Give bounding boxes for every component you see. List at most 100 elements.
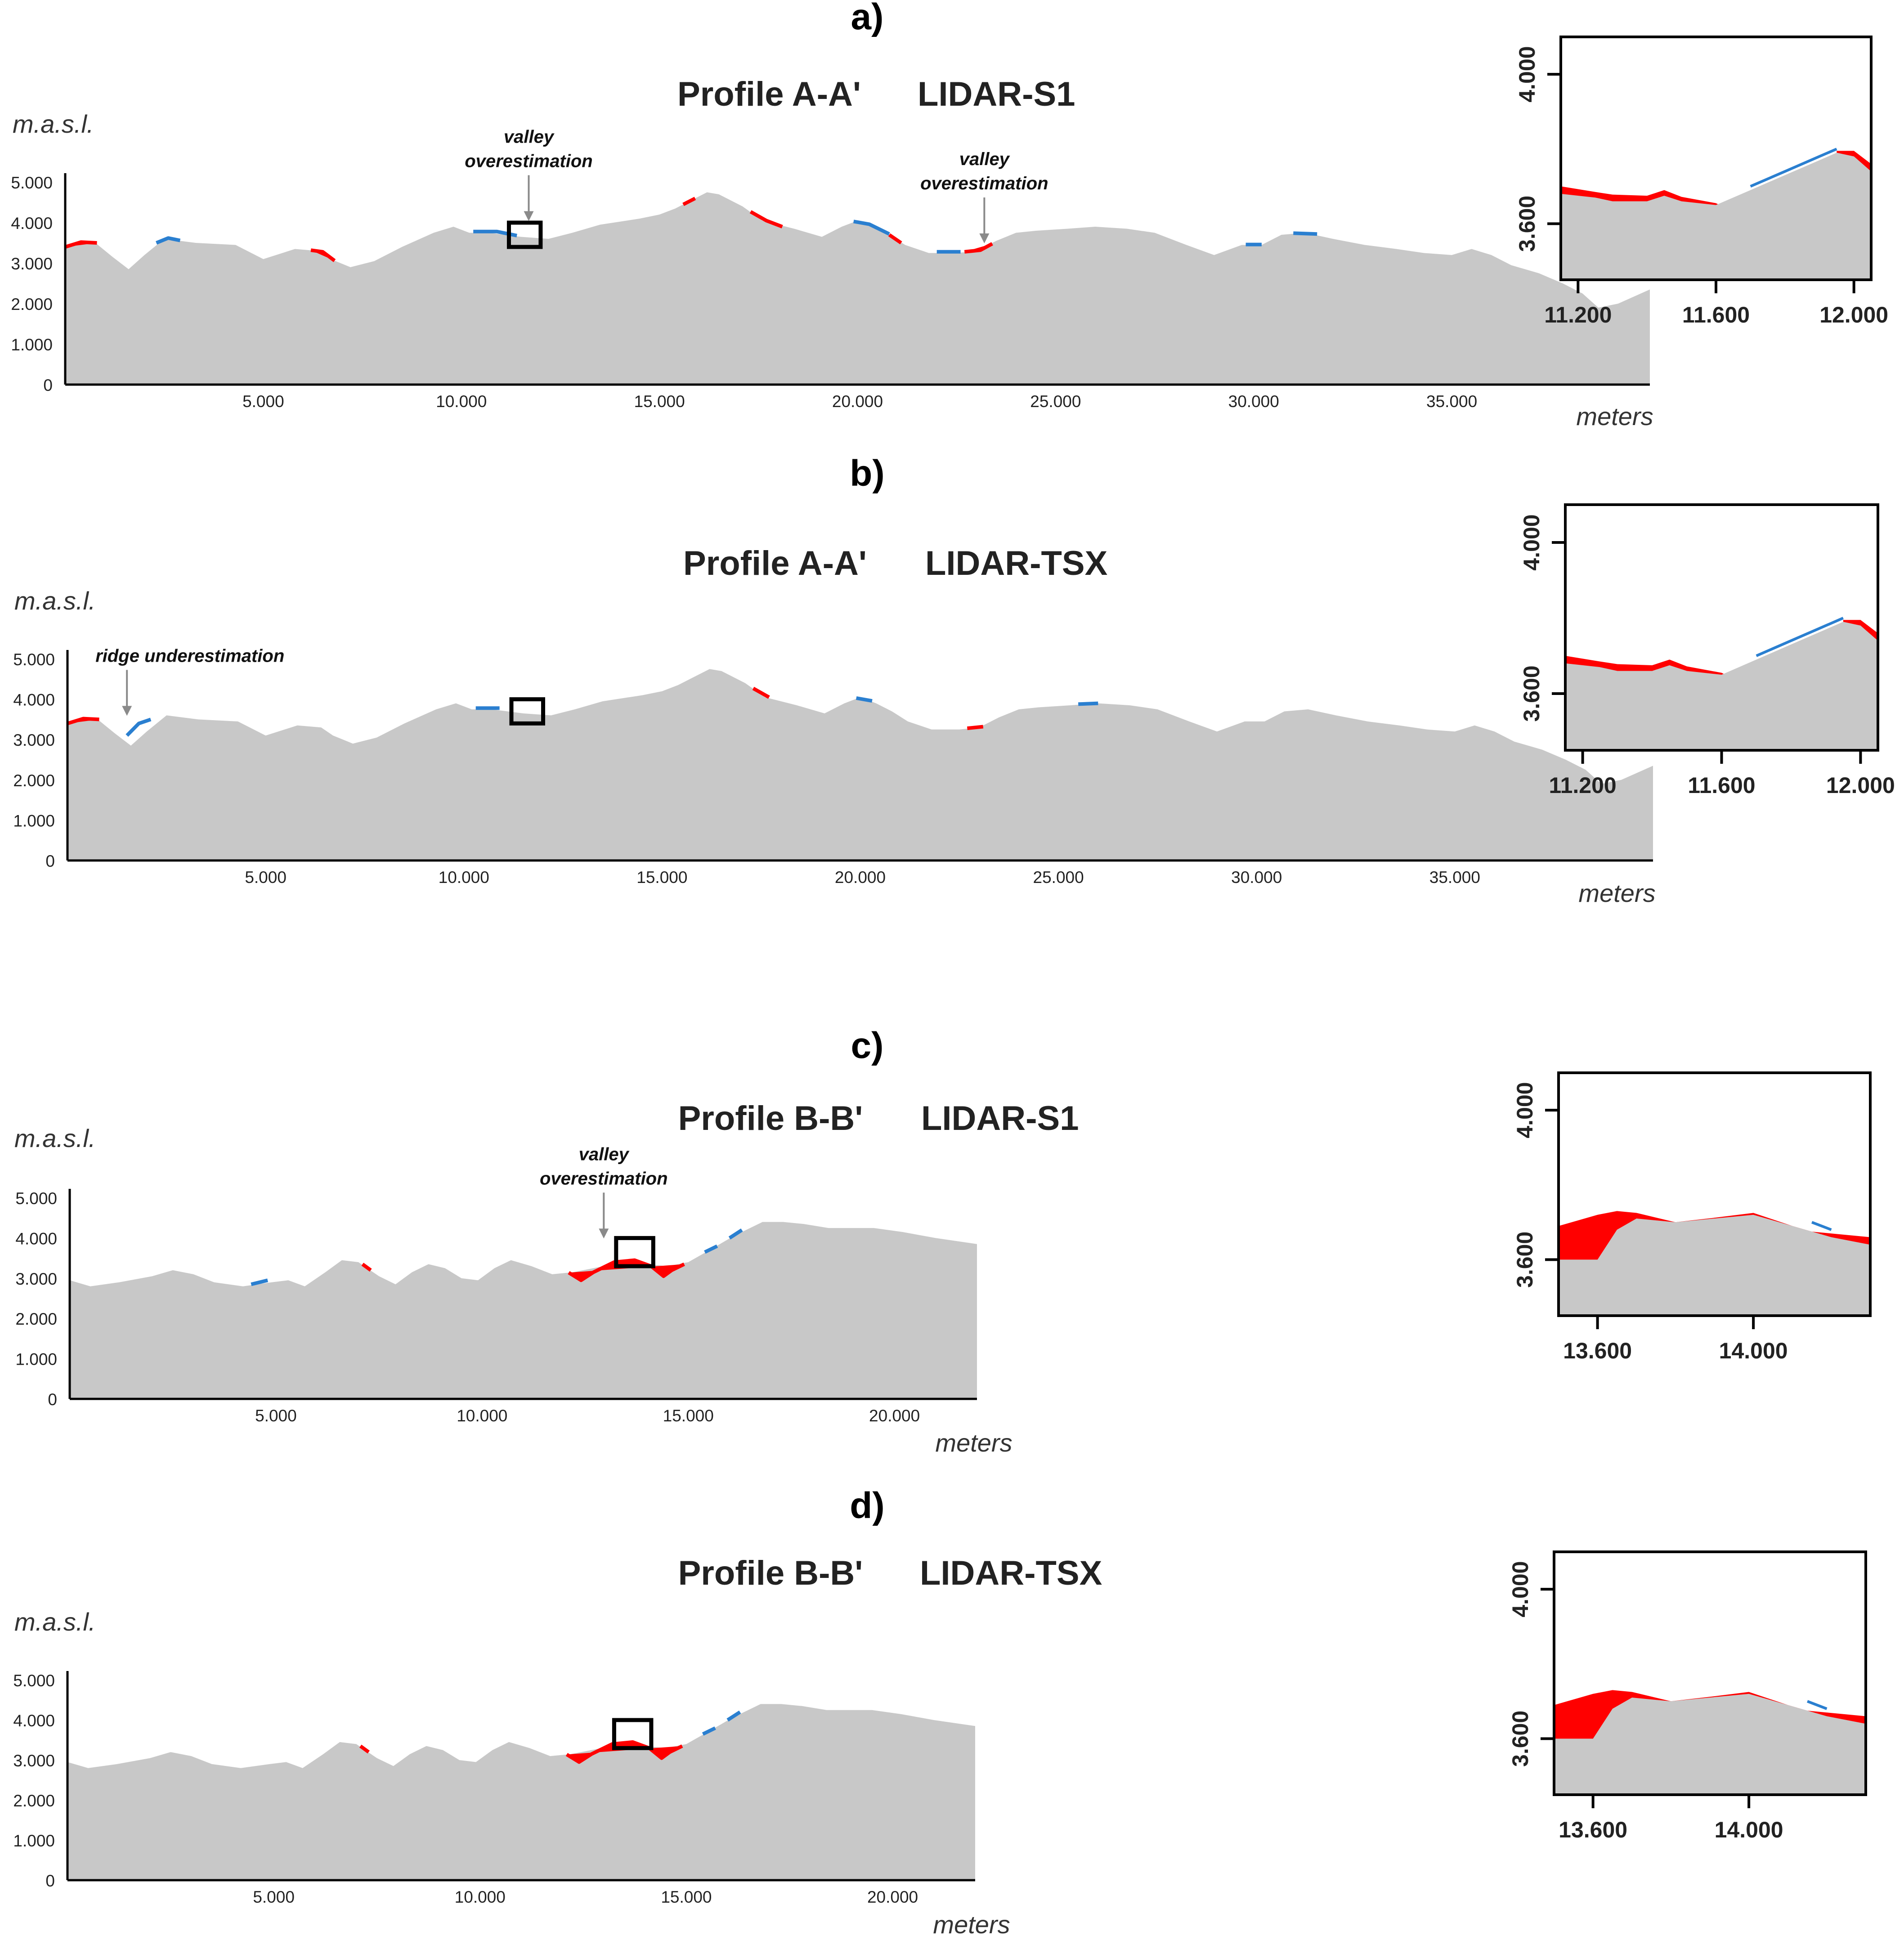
x-tick-label: 15.000 xyxy=(634,392,685,411)
inset-x-tick-label: 11.200 xyxy=(1544,302,1612,327)
sensor-title: LIDAR-TSX xyxy=(925,544,1108,582)
y-tick-label: 3.000 xyxy=(13,1752,55,1770)
overestimation-mark xyxy=(67,717,99,726)
inset-underestimation-mark xyxy=(1811,1221,1832,1231)
y-axis-label: m.a.s.l. xyxy=(14,1608,95,1636)
y-tick-label: 5.000 xyxy=(11,174,53,192)
x-tick-label: 5.000 xyxy=(253,1888,295,1906)
y-tick-label: 2.000 xyxy=(15,1310,57,1328)
inset-frame xyxy=(1557,1071,1872,1317)
y-tick-label: 3.000 xyxy=(11,255,53,273)
x-tick-label: 30.000 xyxy=(1228,392,1279,411)
inset-plot xyxy=(1559,1211,1870,1316)
overestimation-mark xyxy=(361,1263,372,1272)
x-tick-label: 35.000 xyxy=(1426,392,1477,411)
underestimation-mark xyxy=(856,696,873,703)
annotation-arrowhead xyxy=(524,211,534,221)
terrain-area xyxy=(65,192,1650,385)
inset-plot xyxy=(1565,617,1878,750)
inset-terrain-area xyxy=(1561,152,1871,280)
y-tick-label: 3.000 xyxy=(13,731,55,749)
inset-underestimation-mark xyxy=(1756,617,1844,657)
y-tick-label: 4.000 xyxy=(11,214,53,233)
x-tick-label: 25.000 xyxy=(1033,868,1084,887)
panel-label: b) xyxy=(850,453,884,494)
overestimation-mark xyxy=(359,1744,370,1754)
underestimation-mark xyxy=(728,1228,743,1240)
inset-chart: 13.600 14.000 3.600 4.000 xyxy=(1512,1071,1872,1363)
x-tick-label: 15.000 xyxy=(663,1407,714,1425)
y-tick-label: 5.000 xyxy=(15,1189,57,1208)
underestimation-mark xyxy=(704,1244,718,1254)
inset-x-tick-label: 11.600 xyxy=(1688,773,1755,798)
sensor-title: LIDAR-S1 xyxy=(918,75,1075,113)
inset-plot xyxy=(1554,1690,1866,1795)
annotation-text: overestimation xyxy=(465,152,593,171)
overestimation-mark xyxy=(682,197,696,206)
annotation-text: valley xyxy=(504,127,555,147)
y-tick-label: 4.000 xyxy=(13,1712,55,1730)
y-tick-label: 1.000 xyxy=(15,1350,57,1369)
inset-terrain-area xyxy=(1559,1214,1870,1316)
inset-terrain-area xyxy=(1565,622,1878,750)
x-tick-label: 30.000 xyxy=(1231,868,1282,887)
y-tick-label: 1.000 xyxy=(13,1832,55,1850)
y-tick-label: 0 xyxy=(45,1872,55,1890)
y-tick-label: 0 xyxy=(48,1390,57,1409)
sensor-title: LIDAR-TSX xyxy=(920,1554,1102,1592)
terrain-area xyxy=(70,1222,977,1399)
y-tick-label: 2.000 xyxy=(13,1792,55,1810)
y-axis-label: m.a.s.l. xyxy=(13,110,94,138)
x-tick-label: 5.000 xyxy=(242,392,284,411)
y-tick-label: 0 xyxy=(43,376,53,394)
x-tick-label: 35.000 xyxy=(1429,868,1480,887)
annotation-text: overestimation xyxy=(540,1169,668,1188)
underestimation-mark xyxy=(125,717,152,737)
inset-x-tick-label: 12.000 xyxy=(1819,302,1888,327)
x-tick-label: 10.000 xyxy=(457,1407,507,1425)
y-tick-label: 5.000 xyxy=(13,650,55,669)
x-axis-label: meters xyxy=(1576,402,1653,430)
annotation-text: valley xyxy=(579,1144,630,1164)
y-axis-label: m.a.s.l. xyxy=(14,587,95,615)
terrain-area xyxy=(67,1704,975,1880)
panel-label: c) xyxy=(851,1025,884,1066)
profile-title: Profile B-B' xyxy=(678,1099,863,1138)
inset-plot xyxy=(1561,148,1871,280)
x-tick-label: 20.000 xyxy=(832,392,883,411)
panel-label: a) xyxy=(851,0,884,37)
inset-terrain-area xyxy=(1554,1694,1866,1795)
zoom-box xyxy=(612,1718,654,1750)
inset-y-tick-label: 4.000 xyxy=(1514,46,1540,103)
inset-x-tick-label: 14.000 xyxy=(1715,1817,1783,1842)
inset-frame xyxy=(1553,1550,1867,1796)
inset-x-tick-label: 12.000 xyxy=(1826,773,1895,798)
underestimation-mark xyxy=(1078,701,1098,706)
y-tick-label: 2.000 xyxy=(11,295,53,314)
inset-x-tick-label: 11.600 xyxy=(1682,302,1750,327)
x-tick-label: 15.000 xyxy=(661,1888,712,1906)
panel-b: b) Profile A-A' LIDAR-TSX m.a.s.l. meters 0 1.… xyxy=(13,453,1895,907)
inset-underestimation-mark xyxy=(1807,1700,1828,1710)
inset-y-tick-label: 3.600 xyxy=(1512,1232,1537,1288)
inset-y-tick-label: 4.000 xyxy=(1519,514,1544,570)
overestimation-mark xyxy=(310,248,336,262)
annotation-text: valley xyxy=(959,149,1010,169)
underestimation-mark xyxy=(251,1278,269,1286)
y-tick-label: 4.000 xyxy=(13,691,55,709)
x-tick-label: 20.000 xyxy=(867,1888,918,1906)
x-tick-label: 5.000 xyxy=(245,868,287,887)
y-tick-label: 1.000 xyxy=(13,811,55,830)
panel-a: a) Profile A-A' LIDAR-S1 m.a.s.l. meters 0 1.0… xyxy=(11,0,1888,430)
x-tick-label: 10.000 xyxy=(455,1888,506,1906)
y-axis-label: m.a.s.l. xyxy=(14,1124,95,1152)
y-tick-label: 3.000 xyxy=(15,1270,57,1288)
underestimation-mark xyxy=(1293,231,1317,236)
sensor-title: LIDAR-S1 xyxy=(921,1099,1079,1138)
overestimation-mark xyxy=(64,240,97,249)
inset-chart: 13.600 14.000 3.600 4.000 xyxy=(1508,1550,1867,1842)
zoom-box xyxy=(509,697,545,726)
overestimation-mark xyxy=(565,1740,683,1764)
zoom-box xyxy=(614,1236,655,1268)
